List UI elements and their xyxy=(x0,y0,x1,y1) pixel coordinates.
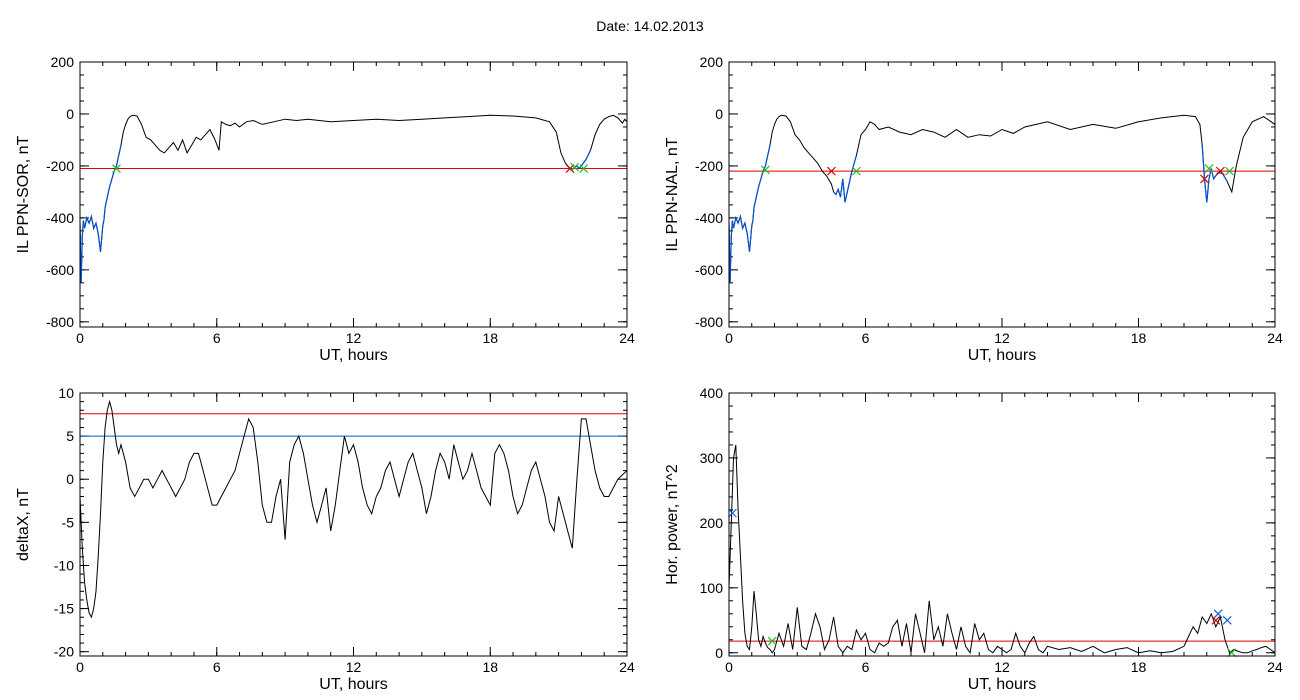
x-tick-label: 12 xyxy=(346,330,362,346)
y-tick-label: 200 xyxy=(700,54,724,70)
y-tick-label: 100 xyxy=(700,580,724,596)
x-tick-label: 12 xyxy=(994,659,1010,675)
highlight-segment xyxy=(729,144,771,283)
data-series-line xyxy=(80,114,627,283)
event-marker xyxy=(570,162,580,172)
data-series-line xyxy=(729,114,1275,283)
event-marker xyxy=(1211,615,1221,625)
y-tick-label: -600 xyxy=(695,262,723,278)
y-tick-label: -20 xyxy=(54,644,74,660)
y-tick-label: 400 xyxy=(700,385,724,401)
y-tick-label: -200 xyxy=(695,158,723,174)
event-marker xyxy=(1215,166,1225,176)
y-tick-label: 200 xyxy=(51,54,75,70)
event-marker xyxy=(826,166,836,176)
y-tick-label: -5 xyxy=(62,514,75,530)
event-marker xyxy=(851,166,861,176)
x-tick-label: 6 xyxy=(213,659,221,675)
data-series-line xyxy=(729,444,1275,655)
tick-marks xyxy=(728,392,1276,656)
event-marker xyxy=(1222,615,1232,625)
x-tick-label: 0 xyxy=(725,659,733,675)
plot-frame xyxy=(728,392,1276,657)
highlight-segment xyxy=(80,144,122,283)
y-tick-label: -15 xyxy=(54,601,74,617)
x-tick-label: 0 xyxy=(76,330,84,346)
y-tick-label: 300 xyxy=(700,450,724,466)
x-tick-label: 12 xyxy=(994,330,1010,346)
y-tick-label: -200 xyxy=(46,158,74,174)
highlight-segment xyxy=(1201,145,1228,203)
y-tick-label: 0 xyxy=(715,645,723,661)
y-tick-label: -400 xyxy=(46,210,74,226)
x-tick-label: 0 xyxy=(76,659,84,675)
event-marker xyxy=(760,165,770,175)
x-tick-label: 24 xyxy=(1267,330,1283,346)
panel-il-ppn-nal: 0 6 12 18 24 200 0 -200 -400 -600 -800 UT, hours IL … xyxy=(664,54,1283,364)
y-tick-label: 0 xyxy=(715,106,723,122)
y-tick-label: -10 xyxy=(54,557,74,573)
y-tick-label: 0 xyxy=(66,471,74,487)
event-marker xyxy=(1204,164,1214,173)
event-marker xyxy=(727,508,737,518)
panel-deltax: 0 6 12 18 24 10 5 0 -5 -10 -15 -20 UT, hours deltaX, … xyxy=(15,385,635,693)
x-tick-label: 24 xyxy=(619,659,635,675)
x-tick-label: 18 xyxy=(1131,659,1147,675)
x-axis-label: UT, hours xyxy=(968,676,1036,693)
y-tick-label: 200 xyxy=(700,515,724,531)
event-marker xyxy=(1213,609,1223,619)
x-tick-label: 24 xyxy=(619,330,635,346)
data-series-line xyxy=(80,399,627,619)
event-marker xyxy=(112,164,121,173)
highlight-segment xyxy=(833,155,857,203)
x-tick-label: 6 xyxy=(862,659,870,675)
highlight-segment xyxy=(565,150,592,171)
tick-marks xyxy=(79,61,628,327)
y-tick-label: 10 xyxy=(58,385,74,401)
event-marker xyxy=(767,636,777,646)
x-tick-label: 24 xyxy=(1267,659,1283,675)
x-tick-label: 18 xyxy=(482,659,498,675)
plot-frame xyxy=(79,392,628,657)
y-axis-label: IL PPN-SOR, nT xyxy=(15,135,32,253)
event-marker xyxy=(579,164,589,173)
event-marker xyxy=(1200,174,1209,184)
plot-frame xyxy=(728,61,1276,328)
x-tick-label: 18 xyxy=(1131,330,1147,346)
y-tick-label: -800 xyxy=(46,314,74,330)
panel-horizontal-power: 0 6 12 18 24 400 300 200 100 0 UT, hours Hor. power… xyxy=(664,385,1283,693)
plot-frame xyxy=(79,61,628,328)
y-tick-label: -800 xyxy=(695,314,723,330)
y-tick-label: 5 xyxy=(66,428,74,444)
y-axis-label: deltaX, nT xyxy=(15,488,32,561)
tick-marks xyxy=(79,392,628,656)
y-tick-label: 0 xyxy=(66,106,74,122)
event-marker xyxy=(1227,648,1237,658)
x-tick-label: 12 xyxy=(346,659,362,675)
x-axis-label: UT, hours xyxy=(319,347,387,364)
y-axis-label: IL PPN-NAL, nT xyxy=(664,137,681,251)
tick-marks xyxy=(728,61,1276,327)
x-tick-label: 0 xyxy=(725,330,733,346)
panel-il-ppn-sor: 0 6 12 18 24 200 0 -200 -400 -600 -800 UT, hours IL … xyxy=(15,54,635,364)
event-marker xyxy=(1225,166,1234,176)
x-tick-label: 6 xyxy=(213,330,221,346)
y-tick-label: -600 xyxy=(46,262,74,278)
y-axis-label: Hor. power, nT^2 xyxy=(664,464,681,585)
x-tick-label: 18 xyxy=(482,330,498,346)
x-tick-label: 6 xyxy=(862,330,870,346)
x-axis-label: UT, hours xyxy=(968,347,1036,364)
y-tick-label: -400 xyxy=(695,210,723,226)
x-axis-label: UT, hours xyxy=(319,676,387,693)
figure-title: Date: 14.02.2013 xyxy=(596,18,704,34)
